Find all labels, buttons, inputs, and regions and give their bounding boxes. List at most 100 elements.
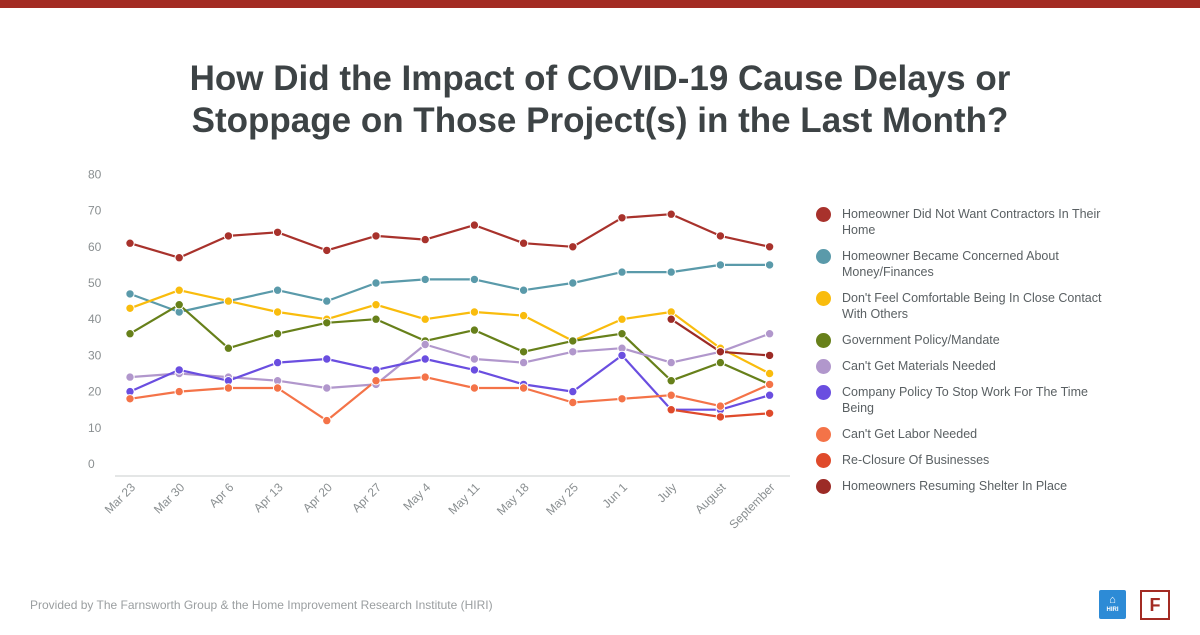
series-line xyxy=(128,289,771,375)
data-point xyxy=(666,357,676,368)
legend-label: Don't Feel Comfortable Being In Close Co… xyxy=(842,291,1102,321)
legend-item: Re-Closure Of Businesses xyxy=(816,452,1116,468)
data-point xyxy=(715,357,726,368)
legend-swatch xyxy=(816,479,831,494)
legend-label: Can't Get Materials Needed xyxy=(842,359,996,373)
legend-swatch xyxy=(816,427,831,442)
data-point xyxy=(469,383,480,393)
data-point xyxy=(223,383,234,393)
data-point xyxy=(715,231,726,241)
data-point xyxy=(518,383,529,393)
hiri-logo: ⌂ HIRI xyxy=(1099,590,1126,619)
data-point xyxy=(617,329,627,339)
data-point xyxy=(174,365,184,375)
series-line xyxy=(128,354,771,411)
y-tick-label: 50 xyxy=(88,276,102,290)
data-point xyxy=(617,213,627,223)
y-tick-label: 40 xyxy=(88,312,102,326)
data-point xyxy=(568,386,578,397)
data-point xyxy=(568,242,578,252)
data-point xyxy=(223,231,234,241)
data-point xyxy=(322,415,332,426)
legend-swatch xyxy=(816,207,831,222)
legend-label: Government Policy/Mandate xyxy=(842,333,1000,347)
data-point xyxy=(272,329,283,339)
data-point xyxy=(371,278,381,288)
data-point xyxy=(764,379,775,390)
data-point xyxy=(568,336,578,346)
data-point xyxy=(568,397,578,408)
data-point xyxy=(174,300,184,310)
legend-item: Can't Get Materials Needed xyxy=(816,358,1116,374)
data-point xyxy=(125,238,135,248)
data-point xyxy=(272,383,283,393)
data-point xyxy=(764,242,775,252)
x-tick-label: Apr 6 xyxy=(206,480,236,510)
data-point xyxy=(371,231,381,241)
x-tick-label: September xyxy=(726,480,777,531)
y-tick-label: 60 xyxy=(88,240,102,254)
data-point xyxy=(322,383,332,393)
x-tick-label: May 25 xyxy=(543,480,581,518)
data-point xyxy=(125,289,135,299)
data-point xyxy=(371,376,381,386)
data-point xyxy=(469,365,480,375)
x-tick-label: May 18 xyxy=(494,480,532,518)
data-point xyxy=(715,412,726,422)
top-accent-bar xyxy=(0,0,1200,8)
data-point xyxy=(322,296,332,306)
data-point xyxy=(617,394,627,404)
data-point xyxy=(518,347,529,357)
footer-credit: Provided by The Farnsworth Group & the H… xyxy=(30,598,493,612)
chart-legend: Homeowner Did Not Want Contractors In Th… xyxy=(816,206,1116,504)
y-tick-label: 70 xyxy=(88,204,102,218)
data-point xyxy=(371,314,381,324)
data-point xyxy=(666,376,676,386)
legend-label: Homeowners Resuming Shelter In Place xyxy=(842,479,1068,493)
x-tick-label: Mar 30 xyxy=(151,480,188,517)
data-point xyxy=(666,405,676,415)
series-line xyxy=(128,213,771,259)
x-tick-label: Jun 1 xyxy=(599,480,630,511)
legend-item: Can't Get Labor Needed xyxy=(816,426,1116,442)
data-point xyxy=(764,408,775,418)
farnsworth-logo: F xyxy=(1140,590,1170,620)
data-point xyxy=(715,347,726,357)
data-point xyxy=(715,260,726,270)
series-line xyxy=(128,303,771,386)
data-point xyxy=(469,325,480,335)
legend-item: Homeowners Resuming Shelter In Place xyxy=(816,478,1116,494)
legend-item: Don't Feel Comfortable Being In Close Co… xyxy=(816,290,1116,322)
data-point xyxy=(371,300,381,310)
data-point xyxy=(420,314,430,324)
series-line xyxy=(128,376,771,422)
data-point xyxy=(272,227,283,238)
legend-swatch xyxy=(816,291,831,306)
legend-label: Company Policy To Stop Work For The Time… xyxy=(842,385,1088,415)
legend-swatch xyxy=(816,453,831,468)
y-tick-label: 20 xyxy=(88,385,102,399)
data-point xyxy=(322,318,332,328)
data-point xyxy=(322,245,332,256)
data-point xyxy=(174,253,184,263)
data-point xyxy=(715,401,726,411)
data-point xyxy=(568,347,578,357)
legend-label: Re-Closure Of Businesses xyxy=(842,453,990,467)
legend-item: Company Policy To Stop Work For The Time… xyxy=(816,384,1116,416)
data-point xyxy=(568,278,578,288)
legend-item: Homeowner Did Not Want Contractors In Th… xyxy=(816,206,1116,238)
data-point xyxy=(125,303,135,313)
data-point xyxy=(469,274,480,285)
chart-title: How Did the Impact of COVID-19 Cause Del… xyxy=(0,58,1200,142)
data-point xyxy=(666,209,676,219)
data-point xyxy=(518,285,529,295)
data-point xyxy=(764,368,775,379)
data-point xyxy=(125,372,135,382)
data-point xyxy=(223,296,234,306)
hiri-logo-text: HIRI xyxy=(1106,607,1119,613)
x-tick-label: May 4 xyxy=(400,480,433,513)
data-point xyxy=(420,372,430,382)
legend-item: Government Policy/Mandate xyxy=(816,332,1116,348)
data-point xyxy=(371,365,381,375)
